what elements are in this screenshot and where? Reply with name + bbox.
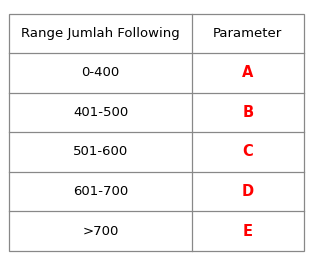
Text: 501-600: 501-600: [73, 146, 128, 159]
Text: 601-700: 601-700: [73, 185, 128, 198]
Text: 401-500: 401-500: [73, 106, 128, 119]
Text: Range Jumlah Following: Range Jumlah Following: [21, 27, 180, 40]
Text: 0-400: 0-400: [81, 66, 120, 79]
Text: D: D: [242, 184, 254, 199]
Text: >700: >700: [82, 225, 119, 238]
Text: C: C: [242, 144, 253, 159]
Text: B: B: [242, 105, 253, 120]
Bar: [9, 14, 304, 251]
Text: A: A: [242, 65, 254, 80]
Text: E: E: [243, 224, 253, 239]
Text: Parameter: Parameter: [213, 27, 282, 40]
